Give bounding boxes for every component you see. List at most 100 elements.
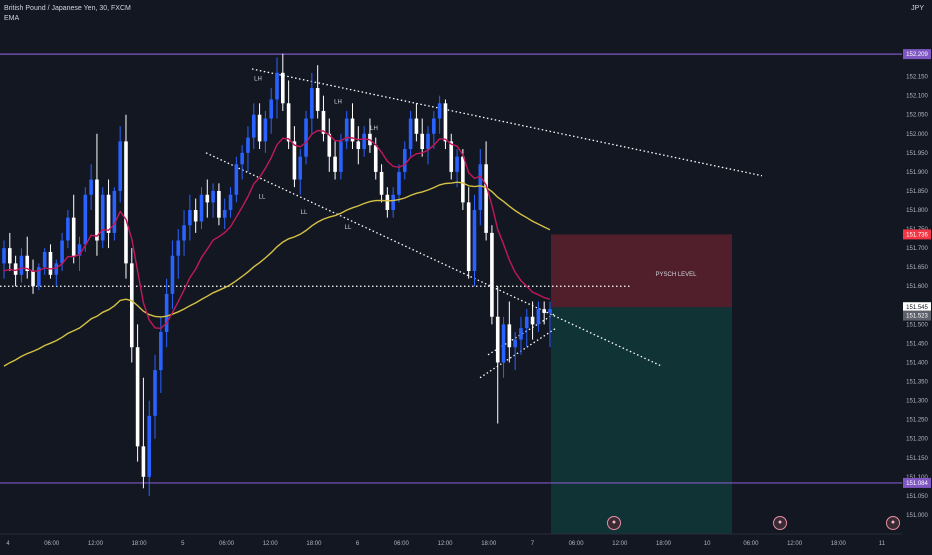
y-tick-label: 151.050 [906, 494, 928, 500]
candle-body [31, 271, 35, 287]
x-tick-label: 06:00 [569, 541, 585, 547]
x-tick-label: 18:00 [656, 541, 672, 547]
x-tick-label: 18:00 [132, 541, 148, 547]
candle-body [246, 137, 250, 153]
candle-body [211, 190, 215, 203]
candle-body [275, 72, 279, 100]
candle-body [420, 133, 425, 150]
event-marker-icon[interactable]: ● [886, 516, 900, 530]
candle-body [222, 210, 227, 218]
x-tick-label: 06:00 [219, 541, 235, 547]
x-tick-label: 4 [6, 541, 10, 547]
swing-label: LL [345, 225, 352, 231]
trendline [251, 68, 763, 177]
y-tick-label: 151.400 [906, 360, 928, 366]
candle-body [182, 225, 186, 241]
x-tick-label: 06:00 [743, 541, 759, 547]
currency-label: JPY [911, 5, 924, 12]
x-tick-label: 6 [356, 541, 360, 547]
candle-body [48, 251, 53, 275]
y-tick-label: 151.650 [906, 265, 928, 271]
y-tick-label: 152.000 [906, 132, 928, 138]
event-marker-icon[interactable]: ● [607, 516, 621, 530]
candle-body [106, 194, 111, 233]
x-tick-label: 12:00 [437, 541, 453, 547]
ema-fast-line [3, 129, 551, 330]
trendline [479, 327, 557, 379]
x-tick-label: 18:00 [481, 541, 497, 547]
candle-body [118, 141, 122, 191]
candle-body [519, 328, 523, 340]
y-tick-label: 152.100 [906, 94, 928, 100]
candle-body [292, 141, 297, 180]
candle-body [66, 217, 70, 241]
x-tick-label: 12:00 [88, 541, 104, 547]
y-tick-label: 152.050 [906, 113, 928, 119]
y-tick-label: 151.450 [906, 341, 928, 347]
candle-body [478, 164, 483, 211]
candle-body [60, 240, 64, 264]
x-tick-label: 5 [181, 541, 185, 547]
candle-body [37, 267, 41, 287]
candle-body [391, 194, 395, 211]
candle-body [77, 244, 82, 256]
swing-label: LL [259, 195, 266, 201]
candle-body [71, 217, 76, 256]
candle-body [339, 141, 343, 172]
candle-body [536, 309, 541, 325]
candle-body [461, 156, 465, 203]
candle-body [432, 118, 436, 134]
candle-body [385, 194, 390, 211]
candle-body [333, 156, 337, 172]
candle-body [495, 316, 500, 363]
symbol-title: British Pound / Japanese Yen, 30, FXCM [4, 5, 131, 12]
y-tick-label: 151.300 [906, 399, 928, 405]
price-label-badge [903, 477, 931, 488]
candle-body [199, 194, 204, 222]
candle-body [542, 309, 546, 313]
candle-body [327, 133, 332, 157]
candle-body [484, 164, 488, 233]
candle-body [362, 133, 366, 150]
y-tick-label: 151.700 [906, 246, 928, 252]
x-tick-label: 12:00 [612, 541, 628, 547]
candle-body [472, 210, 477, 271]
candle-body [310, 88, 314, 119]
stop-loss-zone [551, 234, 732, 308]
candle-body [350, 118, 355, 142]
swing-label: LH [254, 76, 262, 82]
candle-body [304, 118, 308, 157]
y-tick-label: 151.600 [906, 284, 928, 290]
price-axis [902, 0, 932, 550]
y-tick-label: 152.150 [906, 75, 928, 81]
x-tick-label: 18:00 [831, 541, 847, 547]
event-marker-icon[interactable]: ● [773, 516, 787, 530]
candle-body [164, 293, 169, 332]
candle-body [54, 263, 59, 275]
swing-label: LH [334, 99, 342, 105]
candle-body [170, 255, 175, 294]
candle-body [501, 324, 506, 363]
ema-slow-line [3, 181, 551, 367]
y-tick-label: 151.500 [906, 322, 928, 328]
y-tick-label: 151.150 [906, 456, 928, 462]
candle-body [135, 347, 140, 447]
y-tick-label: 151.200 [906, 437, 928, 443]
candle-body [281, 72, 285, 104]
price-label-text: 151.523 [906, 314, 928, 320]
candle-body [42, 251, 47, 268]
candle-body [298, 156, 303, 180]
candle-body [13, 263, 18, 275]
y-tick-label: 151.350 [906, 380, 928, 386]
candle-body [19, 255, 24, 275]
y-tick-label: 151.000 [906, 513, 928, 519]
candle-body [8, 248, 12, 264]
candle-body [379, 171, 384, 195]
x-tick-label: 10 [704, 541, 711, 547]
psych-level-label: PYSCH LEVEL [655, 272, 697, 278]
price-label-badge [903, 49, 931, 60]
candle-body [141, 446, 146, 477]
candle-body [129, 263, 134, 348]
